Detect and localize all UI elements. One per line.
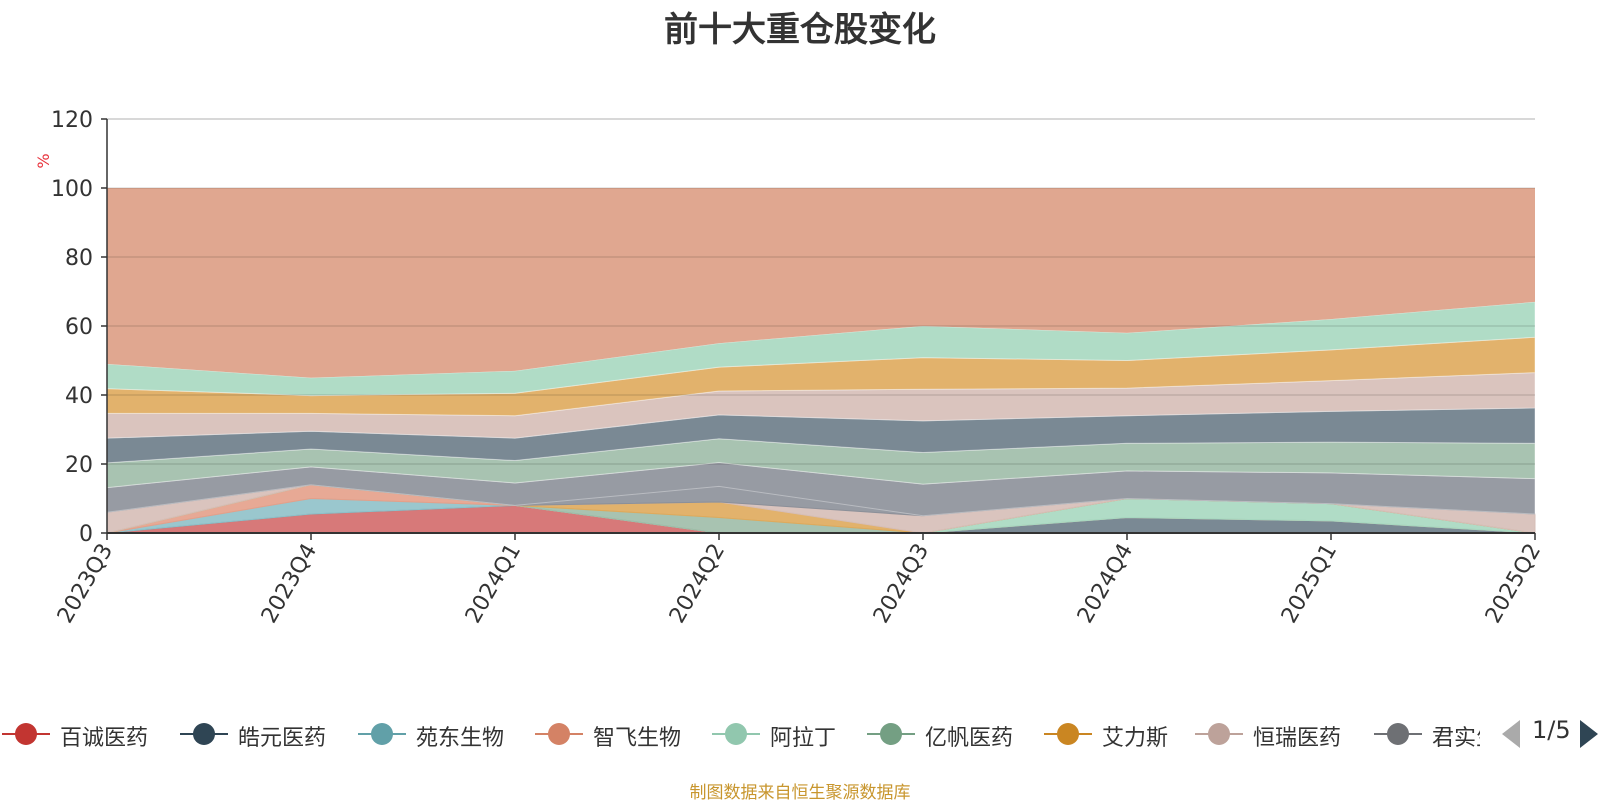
legend-marker-icon xyxy=(1044,723,1092,745)
chart-title: 前十大重仓股变化 xyxy=(664,10,936,50)
legend-marker-icon xyxy=(867,723,915,745)
x-tick-label-2023Q4: 2023Q4 xyxy=(257,540,322,628)
legend-item-label: 亿帆医药 xyxy=(925,726,1014,751)
x-tick-label-2024Q3: 2024Q3 xyxy=(869,540,934,628)
legend-item-label: 君实生物 xyxy=(1432,726,1480,751)
x-tick-label-2024Q4: 2024Q4 xyxy=(1073,540,1138,628)
legend-pager: 1/5 xyxy=(1500,716,1600,752)
legend-item-label: 阿拉丁 xyxy=(770,726,837,751)
legend-page-indicator: 1/5 xyxy=(1532,716,1571,744)
legend-prev-page-icon[interactable] xyxy=(1500,718,1522,750)
area-remainder xyxy=(107,188,1535,378)
x-tick-label-2025Q1: 2025Q1 xyxy=(1277,540,1342,628)
y-tick-label-0: 0 xyxy=(79,522,93,547)
x-tick-label-2024Q2: 2024Q2 xyxy=(665,540,730,628)
legend: 百诚医药 皓元医药 苑东生物 智飞生物 阿拉丁 亿帆医药 艾力斯 恒瑞医药 君实生物 xyxy=(0,714,1480,754)
area-band-6 xyxy=(106,301,1536,397)
legend-marker-icon xyxy=(2,723,50,745)
legend-item-label: 皓元医药 xyxy=(238,726,327,751)
legend-marker-icon xyxy=(1374,723,1422,745)
y-axis-unit-label: % xyxy=(34,153,53,168)
area-band-1 xyxy=(106,462,1536,517)
y-tick-label-100: 100 xyxy=(51,177,93,202)
legend-item-label: 艾力斯 xyxy=(1102,726,1169,751)
legend-item-label: 苑东生物 xyxy=(416,726,505,751)
legend-marker-icon xyxy=(180,723,228,745)
chart-plot: 0 20 40 60 80 100 120% 2023Q3 2023Q4 2024Q1 2024Q2… xyxy=(34,108,1546,628)
y-tick-label-40: 40 xyxy=(65,384,93,409)
data-source-note: 制图数据来自恒生聚源数据库 xyxy=(689,783,911,803)
legend-item-label: 百诚医药 xyxy=(60,726,149,751)
legend-marker-icon xyxy=(712,723,760,745)
legend-marker-icon xyxy=(535,723,583,745)
x-tick-label-2024Q1: 2024Q1 xyxy=(461,540,526,628)
y-tick-label-20: 20 xyxy=(65,453,93,478)
legend-marker-icon xyxy=(358,723,406,745)
x-tick-label-2023Q3: 2023Q3 xyxy=(53,540,118,628)
y-tick-label-120: 120 xyxy=(51,108,93,133)
y-tick-label-80: 80 xyxy=(65,246,93,271)
legend-marker-icon xyxy=(1195,723,1243,745)
legend-next-page-icon[interactable] xyxy=(1578,718,1600,750)
x-tick-label-2025Q2: 2025Q2 xyxy=(1481,540,1546,628)
y-tick-label-60: 60 xyxy=(65,315,93,340)
legend-item-label: 恒瑞医药 xyxy=(1253,726,1342,751)
legend-item-label: 智飞生物 xyxy=(593,726,682,751)
